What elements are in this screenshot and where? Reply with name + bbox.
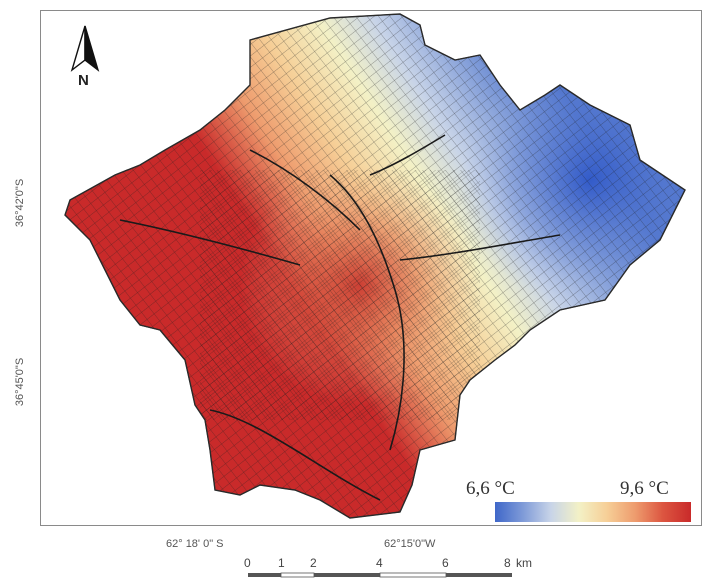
longitude-label-west: 62° 18' 0" S	[166, 538, 224, 550]
latitude-label-north: 36°42'0"S	[14, 178, 27, 228]
scale-tick: 0	[244, 556, 251, 570]
major-roads	[119, 134, 561, 501]
scale-tick: 2	[310, 556, 317, 570]
scale-tick: 1	[278, 556, 285, 570]
legend-max-label: 9,6 °C	[620, 478, 669, 499]
legend-color-ramp	[495, 502, 691, 522]
longitude-label-east: 62°15'0"W	[384, 538, 436, 550]
city-boundary	[64, 13, 686, 519]
scale-bar	[248, 572, 512, 578]
north-label: N	[78, 72, 89, 89]
temperature-legend-bar	[495, 502, 691, 522]
north-arrow-icon	[70, 25, 100, 72]
legend-min-label: 6,6 °C	[466, 478, 515, 499]
scale-unit: km	[516, 556, 532, 570]
city-area	[64, 13, 686, 519]
latitude-label-south: 36°45'0"S	[14, 357, 27, 407]
street-grid-dense	[200, 170, 480, 420]
scale-tick: 6	[442, 556, 449, 570]
scale-tick: 4	[376, 556, 383, 570]
scale-tick: 8	[504, 556, 511, 570]
